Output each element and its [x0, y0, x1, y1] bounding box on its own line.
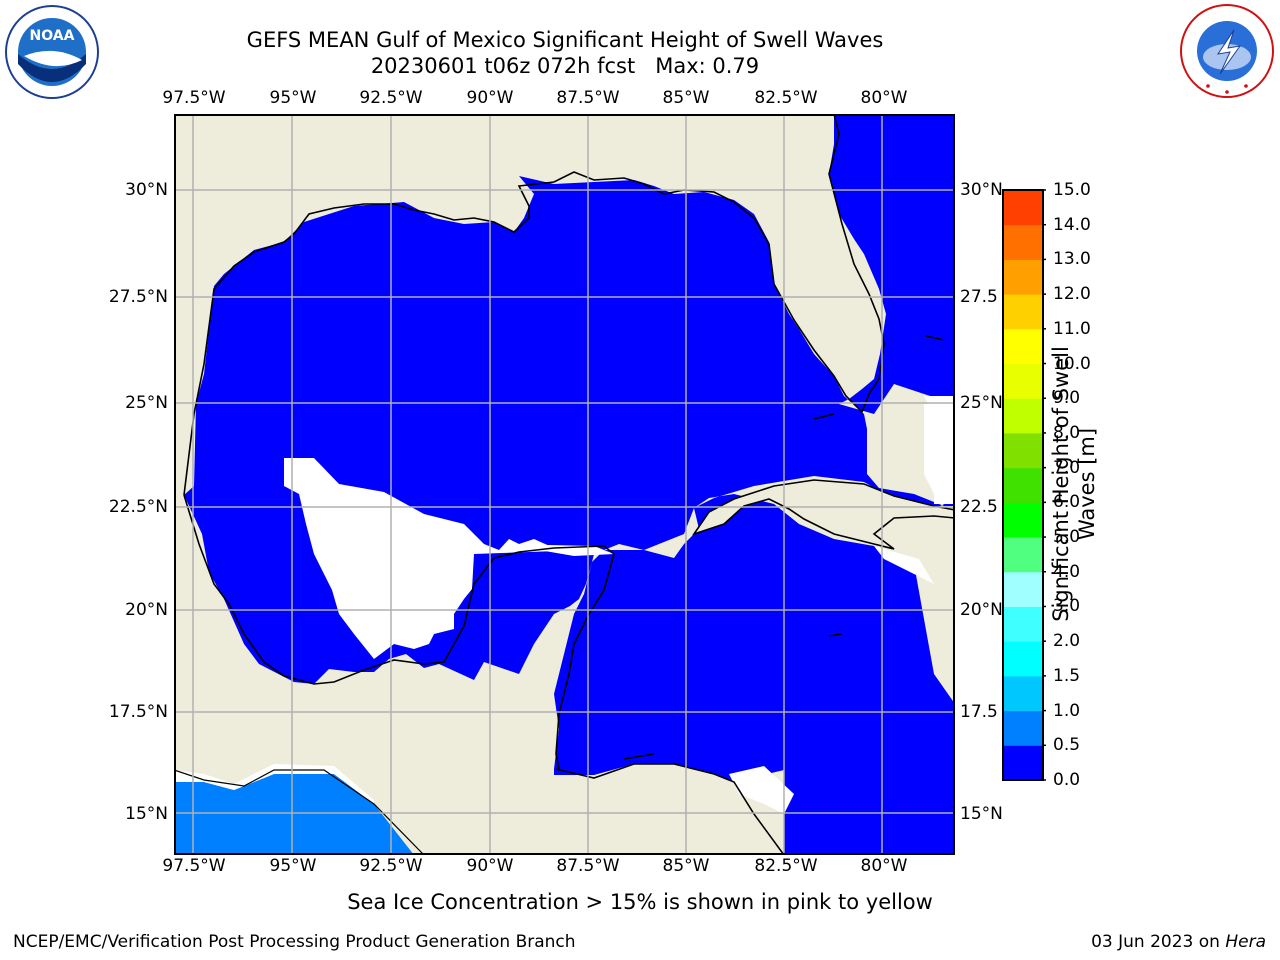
- colorbar-segment: [1004, 224, 1042, 260]
- colorbar-tick-label: 10.0: [1053, 353, 1091, 374]
- lon-label-top: 97.5°W: [162, 88, 226, 108]
- cuba-island: [692, 479, 955, 550]
- colorbar-segment: [1004, 328, 1042, 365]
- lon-label-top: 82.5°W: [754, 88, 818, 108]
- colorbar-segment: [1004, 571, 1042, 607]
- lon-label-bottom: 87.5°W: [556, 856, 620, 876]
- colorbar-segment: [1004, 190, 1042, 226]
- lon-label-bottom: 95°W: [269, 856, 317, 876]
- colorbar-segment: [1004, 502, 1042, 538]
- colorbar-label-line1: Significant Height of Swell: [1049, 346, 1073, 622]
- colorbar-tick-label: 5.0: [1053, 527, 1081, 548]
- colorbar-segment: [1004, 745, 1042, 781]
- colorbar-segment: [1004, 432, 1042, 469]
- colorbar-segment: [1004, 537, 1042, 573]
- lon-label-bottom: 92.5°W: [359, 856, 423, 876]
- pacific-coastline: [174, 769, 425, 855]
- lat-label-left: 17.5°N: [108, 702, 168, 722]
- colorbar-segment: [1004, 675, 1042, 712]
- central-america-coastline: [555, 763, 785, 855]
- lon-label-top: 90°W: [466, 88, 514, 108]
- bahamas-island: [925, 335, 945, 341]
- colorbar-tick-label: 3.0: [1053, 596, 1081, 617]
- pacific-white-edge: [174, 764, 374, 804]
- map-plot: [174, 114, 955, 855]
- colorbar-segment: [1004, 363, 1042, 399]
- colorbar-tick-label: 0.0: [1053, 770, 1081, 790]
- lon-label-bottom: 80°W: [860, 856, 908, 876]
- lon-label-bottom: 85°W: [662, 856, 710, 876]
- lat-label-left: 27.5°N: [108, 287, 168, 307]
- lon-label-bottom: 97.5°W: [162, 856, 226, 876]
- colorbar-tick-label: 14.0: [1053, 214, 1091, 235]
- colorbar-segment: [1004, 467, 1042, 503]
- chart-subtitle: 20230601 t06z 072h fcst Max: 0.79: [370, 54, 760, 78]
- colorbar-tick-label: 8.0: [1053, 422, 1081, 443]
- colorbar-segment: [1004, 294, 1042, 330]
- date-text: 03 Jun 2023 on Hera: [1091, 932, 1266, 952]
- colorbar-tick-label: 13.0: [1053, 249, 1091, 270]
- credit-text: NCEP/EMC/Verification Post Processing Pr…: [13, 932, 576, 952]
- colorbar-frame: [1002, 189, 1044, 781]
- lat-label-right: 22.5: [960, 497, 998, 517]
- lat-label-right: 17.5: [960, 702, 998, 722]
- colorbar-tick-label: 1.5: [1053, 665, 1081, 686]
- us-gulf-coastline: [183, 114, 885, 496]
- colorbar-tick-label: 6.0: [1053, 492, 1081, 513]
- colorbar-tick-label: 7.0: [1053, 457, 1081, 478]
- missing-patch-cuba-south: [874, 546, 934, 584]
- noaa-logo-text: NOAA: [30, 28, 75, 44]
- colorbar-tick-label: 12.0: [1053, 284, 1091, 305]
- colorbar-segment: [1004, 641, 1042, 677]
- colorbar-segment: [1004, 710, 1042, 746]
- lat-label-right: 15°N: [960, 804, 1003, 824]
- map-frame: [174, 114, 955, 855]
- colorbar-tick-label: 1.0: [1053, 700, 1081, 721]
- nws-logo: [1178, 2, 1276, 100]
- missing-patch-south-east: [729, 766, 794, 814]
- mexico-coastline: [183, 494, 615, 770]
- lon-label-top: 95°W: [269, 88, 317, 108]
- colorbar-tick-label: 15.0: [1053, 180, 1091, 200]
- lat-label-right: 25°N: [960, 393, 1003, 413]
- colorbar-segment: [1004, 606, 1042, 642]
- lat-label-left: 20°N: [125, 600, 168, 620]
- colorbar-tick-label: 2.0: [1053, 631, 1081, 652]
- lat-label-left: 15°N: [125, 804, 168, 824]
- sea-ice-note: Sea Ice Concentration > 15% is shown in …: [347, 890, 933, 914]
- cayman-island: [623, 753, 655, 760]
- lat-label-left: 22.5°N: [108, 497, 168, 517]
- colorbar: [1002, 189, 1046, 781]
- lon-label-bottom: 82.5°W: [754, 856, 818, 876]
- machine-name: Hera: [1225, 932, 1266, 952]
- lat-label-right: 20°N: [960, 600, 1003, 620]
- keys-island: [813, 413, 835, 420]
- colorbar-tick-label: 0.5: [1053, 735, 1081, 756]
- colorbar-tick-label: 4.0: [1053, 561, 1081, 582]
- colorbar-tick-label: 9.0: [1053, 388, 1081, 409]
- colorbar-tick-label: 11.0: [1053, 318, 1091, 339]
- lon-label-top: 87.5°W: [556, 88, 620, 108]
- colorbar-label-line2: Waves [m]: [1075, 427, 1099, 541]
- lat-label-right: 27.5: [960, 287, 998, 307]
- jamaica-island: [828, 633, 843, 637]
- colorbar-segment: [1004, 259, 1042, 295]
- missing-patch-east: [934, 399, 955, 504]
- noaa-logo: NOAA: [4, 4, 100, 100]
- chart-title: GEFS MEAN Gulf of Mexico Significant Hei…: [246, 28, 884, 52]
- gulf-water: [184, 114, 955, 855]
- lon-label-top: 85°W: [662, 88, 710, 108]
- date-prefix: 03 Jun 2023 on: [1091, 932, 1226, 952]
- colorbar-segment: [1004, 398, 1042, 434]
- lat-label-left: 25°N: [125, 393, 168, 413]
- gridlines: [174, 114, 955, 855]
- lon-label-top: 92.5°W: [359, 88, 423, 108]
- lat-label-right: 30°N: [960, 180, 1003, 200]
- lon-label-bottom: 90°W: [466, 856, 514, 876]
- lon-label-top: 80°W: [860, 88, 908, 108]
- missing-patch-bay-of-campeche: [284, 458, 584, 659]
- lat-label-left: 30°N: [125, 180, 168, 200]
